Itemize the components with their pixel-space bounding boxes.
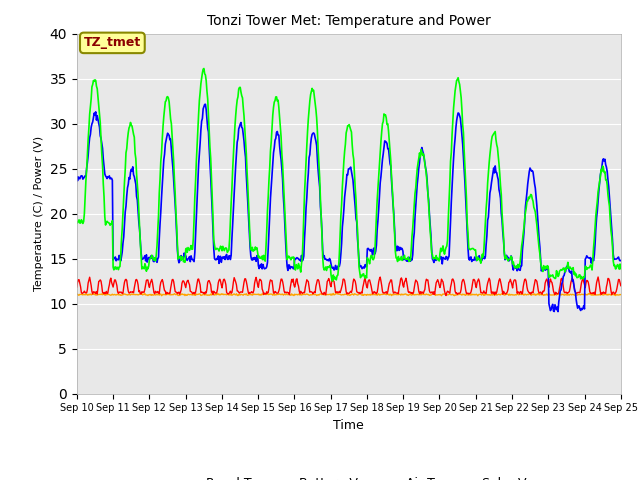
Panel T: [83, 167, 90, 173]
Solar V: [617, 292, 625, 298]
Solar V: [73, 292, 81, 298]
Solar V: [99, 290, 107, 296]
Solar V: [431, 292, 439, 298]
Panel T: [433, 252, 440, 258]
Battery V: [139, 289, 147, 295]
Line: Air T: Air T: [77, 104, 621, 312]
Y-axis label: Temperature (C) / Power (V): Temperature (C) / Power (V): [34, 136, 44, 291]
Solar V: [140, 291, 147, 297]
Air T: [223, 256, 231, 262]
Air T: [83, 166, 90, 171]
Air T: [617, 258, 625, 264]
Text: TZ_tmet: TZ_tmet: [84, 36, 141, 49]
Panel T: [223, 250, 231, 255]
Panel T: [617, 265, 625, 271]
Battery V: [442, 293, 450, 299]
Battery V: [431, 291, 438, 297]
Air T: [416, 160, 424, 166]
Legend: Panel T, Battery V, Air T, Solar V: Panel T, Battery V, Air T, Solar V: [166, 472, 531, 480]
Battery V: [194, 276, 202, 282]
Solar V: [195, 291, 202, 297]
Panel T: [139, 264, 147, 270]
Panel T: [329, 278, 337, 284]
Battery V: [73, 284, 81, 290]
Line: Solar V: Solar V: [77, 293, 621, 296]
Battery V: [83, 290, 90, 296]
Battery V: [415, 288, 422, 294]
Air T: [194, 181, 202, 187]
Solar V: [83, 291, 90, 297]
Panel T: [73, 219, 81, 225]
Panel T: [194, 125, 202, 131]
Line: Battery V: Battery V: [77, 277, 621, 296]
Solar V: [416, 292, 424, 298]
Battery V: [595, 274, 602, 280]
Solar V: [474, 293, 482, 299]
Battery V: [223, 289, 230, 295]
Air T: [554, 309, 562, 314]
X-axis label: Time: Time: [333, 419, 364, 432]
Panel T: [200, 66, 208, 72]
Line: Panel T: Panel T: [77, 69, 621, 281]
Air T: [431, 256, 439, 262]
Title: Tonzi Tower Met: Temperature and Power: Tonzi Tower Met: Temperature and Power: [207, 14, 491, 28]
Battery V: [617, 283, 625, 288]
Air T: [73, 174, 81, 180]
Air T: [139, 256, 147, 262]
Air T: [202, 101, 209, 107]
Panel T: [417, 154, 424, 160]
Solar V: [223, 292, 231, 298]
